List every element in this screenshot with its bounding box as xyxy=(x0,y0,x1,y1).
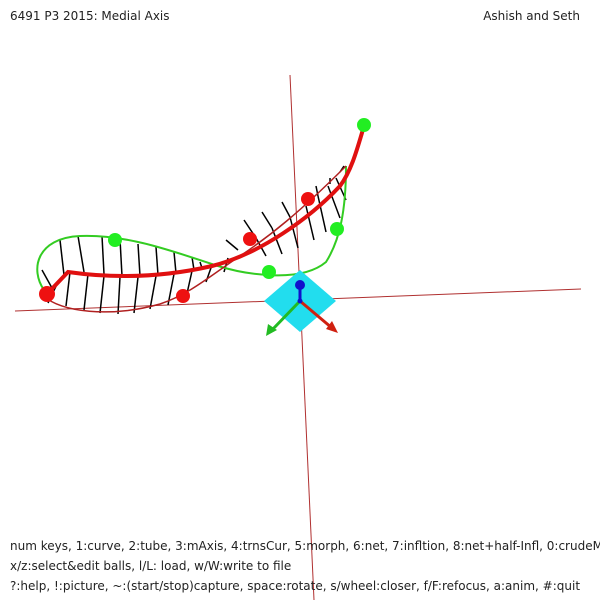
net-line xyxy=(65,271,71,307)
net-line xyxy=(59,239,65,276)
net-line xyxy=(327,185,341,219)
authors-label: Ashish and Seth xyxy=(483,9,580,23)
net-line xyxy=(83,273,89,311)
net-line xyxy=(173,251,177,274)
net-line xyxy=(149,275,157,310)
net-line xyxy=(155,246,159,276)
net-line xyxy=(41,269,53,289)
net-line xyxy=(137,243,141,277)
ball-end[interactable] xyxy=(357,118,371,132)
net-line xyxy=(305,205,315,241)
net-line xyxy=(225,239,239,251)
net-line xyxy=(77,235,85,273)
help-line-keys: num keys, 1:curve, 2:tube, 3:mAxis, 4:tr… xyxy=(10,539,600,553)
net-line xyxy=(271,227,283,255)
app-title: 6491 P3 2015: Medial Axis xyxy=(10,9,170,23)
ball-green-3[interactable] xyxy=(330,222,344,236)
net-line xyxy=(119,238,123,277)
ball-red-3[interactable] xyxy=(301,192,315,206)
world-axes xyxy=(14,74,582,600)
curve-bottom xyxy=(43,165,347,313)
net-line xyxy=(261,211,273,229)
net-line xyxy=(281,201,291,218)
ball-green-1[interactable] xyxy=(108,233,122,247)
net-line xyxy=(317,195,327,233)
ball-green-2[interactable] xyxy=(262,265,276,279)
net-line xyxy=(289,216,299,249)
control-balls[interactable] xyxy=(39,118,371,303)
ball-start[interactable] xyxy=(39,286,55,302)
focus-gizmo[interactable] xyxy=(264,270,338,336)
net-line xyxy=(101,235,105,275)
net-line xyxy=(117,276,121,315)
help-line-misc: ?:help, !:picture, ~:(start/stop)capture… xyxy=(10,579,581,593)
xyz-arrows-icon xyxy=(266,280,338,336)
net-line xyxy=(99,275,105,314)
help-line-edit: x/z:select&edit balls, l/L: load, w/W:wr… xyxy=(10,559,292,573)
medial-axis xyxy=(45,125,366,296)
ball-red-2[interactable] xyxy=(243,232,257,246)
axis-vertical xyxy=(289,74,315,600)
net-line xyxy=(133,276,139,314)
ball-red-1[interactable] xyxy=(176,289,190,303)
